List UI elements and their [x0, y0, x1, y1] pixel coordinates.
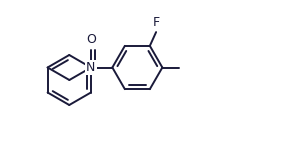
Text: F: F	[152, 16, 160, 29]
Text: N: N	[86, 61, 95, 74]
Text: O: O	[86, 33, 96, 46]
